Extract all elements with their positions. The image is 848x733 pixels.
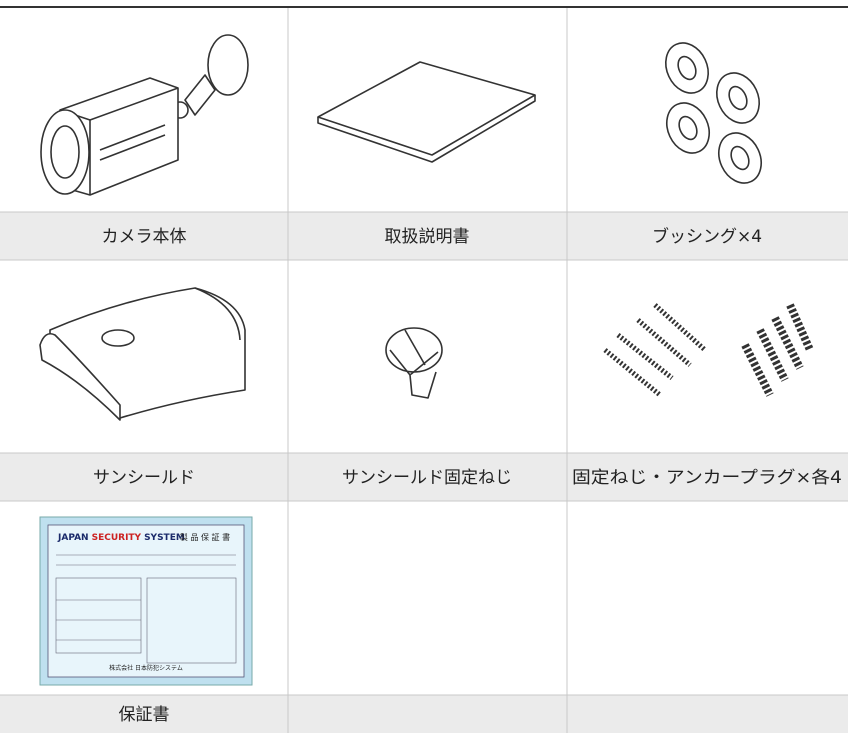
- card-company: 株式会社 日本防犯システム: [109, 664, 183, 672]
- card-brand: JAPAN SECURITY SYSTEM: [57, 533, 185, 543]
- item-label: サンシールド固定ねじ: [342, 468, 512, 488]
- grid: [0, 7, 848, 733]
- manual-illustration: [317, 61, 536, 163]
- label-row-bg: [0, 453, 848, 501]
- item-label: 取扱説明書: [385, 227, 470, 247]
- screws-illustration: [603, 303, 814, 397]
- label-row-bg: [0, 695, 848, 733]
- bushings-illustration: [665, 42, 762, 184]
- thumbscrew-illustration: [385, 327, 443, 399]
- sunshield-illustration: [39, 287, 246, 421]
- item-label: ブッシング×4: [652, 226, 762, 247]
- card-title: 製 品 保 証 書: [180, 532, 230, 542]
- label-row-bg: [0, 212, 848, 260]
- camera-illustration: [40, 34, 249, 196]
- item-label: カメラ本体: [102, 227, 187, 247]
- item-label: 固定ねじ・アンカープラグ×各4: [572, 468, 842, 488]
- item-label: サンシールド: [93, 468, 195, 488]
- item-label: 保証書: [119, 705, 170, 725]
- warranty-card: JAPAN SECURITY SYSTEM 製 品 保 証 書 株式会社 日本防犯シ…: [39, 516, 253, 686]
